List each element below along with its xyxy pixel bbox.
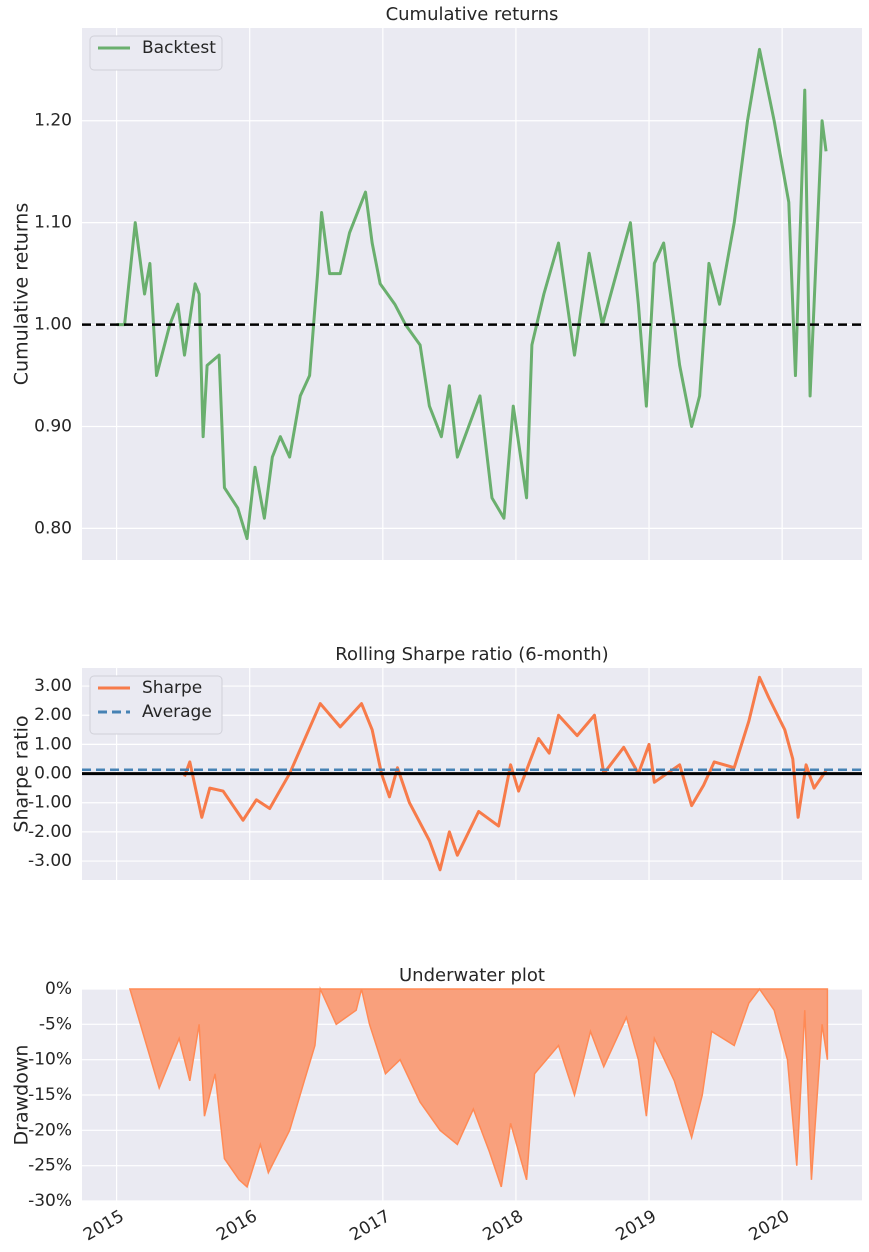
y-tick-label: 3.00 xyxy=(34,676,72,696)
y-tick-label: -15% xyxy=(28,1085,72,1105)
y-tick-label: 0.90 xyxy=(34,416,72,436)
y-tick-label: 1.00 xyxy=(34,734,72,754)
y-tick-label: 2.00 xyxy=(34,705,72,725)
y-tick-label: 1.20 xyxy=(34,111,72,131)
chart-title: Cumulative returns xyxy=(386,4,559,25)
y-tick-label: -10% xyxy=(28,1050,72,1070)
y-tick-label: -25% xyxy=(28,1156,72,1176)
series-line xyxy=(116,47,828,541)
y-tick-label: 0.00 xyxy=(34,764,72,784)
y-tick-label: 1.10 xyxy=(34,213,72,233)
plot-background xyxy=(82,28,862,560)
drawdown-area xyxy=(128,986,829,1189)
y-tick-label: 1.00 xyxy=(34,315,72,335)
y-tick-label: -20% xyxy=(28,1120,72,1140)
legend-box xyxy=(89,675,223,735)
legend-label: Sharpe xyxy=(142,678,202,698)
y-tick-label: -2.00 xyxy=(28,822,72,842)
legend-label: Backtest xyxy=(142,38,216,58)
x-tick-label: 2016 xyxy=(213,1206,260,1245)
x-tick-label: 2015 xyxy=(80,1206,127,1245)
chart-title: Underwater plot xyxy=(399,965,545,986)
y-tick-label: -5% xyxy=(39,1014,72,1034)
y-axis-label: Cumulative returns xyxy=(11,203,33,385)
legend-label: Average xyxy=(142,702,212,722)
y-axis-label: Sharpe ratio xyxy=(11,715,33,832)
x-tick-label: 2018 xyxy=(479,1206,526,1245)
y-tick-label: -30% xyxy=(28,1191,72,1211)
y-tick-label: 0.80 xyxy=(34,518,72,538)
x-tick-label: 2020 xyxy=(746,1206,793,1245)
y-tick-label: -3.00 xyxy=(28,851,72,871)
y-tick-label: -1.00 xyxy=(28,793,72,813)
y-tick-label: 0% xyxy=(45,979,72,999)
legend-box xyxy=(89,35,223,71)
y-axis-label: Drawdown xyxy=(11,1045,33,1146)
x-tick-label: 2017 xyxy=(346,1206,393,1245)
chart-title: Rolling Sharpe ratio (6-month) xyxy=(335,644,608,665)
x-tick-label: 2019 xyxy=(613,1206,660,1245)
